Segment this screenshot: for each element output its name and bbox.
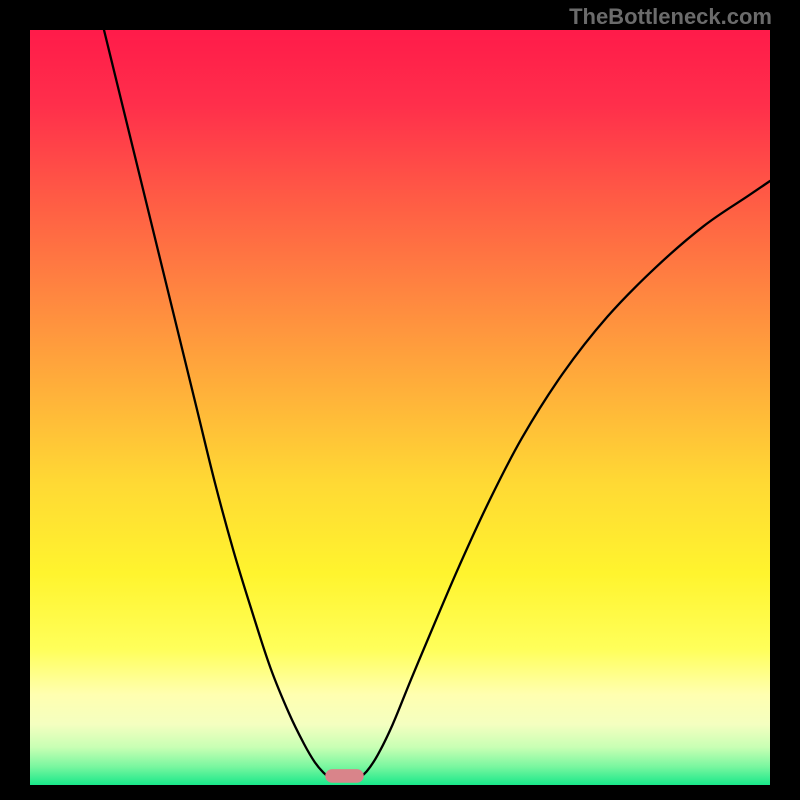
optimal-marker-pill <box>325 769 363 783</box>
watermark-text: TheBottleneck.com <box>569 4 772 30</box>
gradient-plot-area <box>30 30 770 785</box>
bottleneck-chart-svg <box>0 0 800 800</box>
